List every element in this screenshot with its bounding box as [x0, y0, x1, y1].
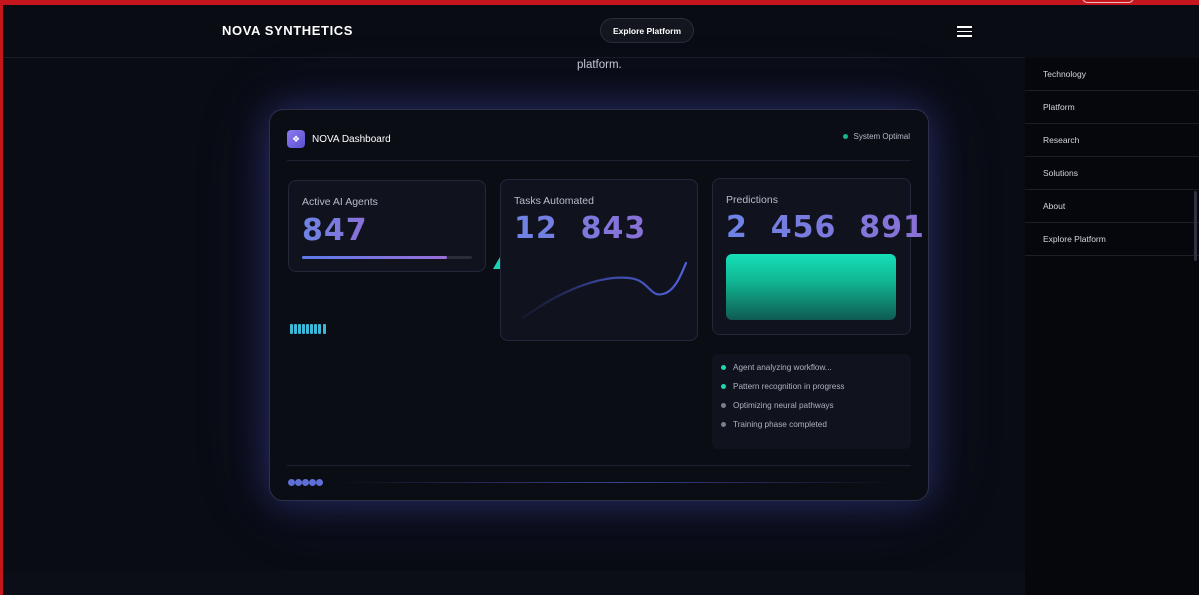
agents-progress-fill: [302, 256, 447, 259]
sparkle-icon: ❖: [287, 130, 305, 148]
list-item: Training phase completed: [721, 420, 827, 429]
page: NOVA SYNTHETICS Explore Platform platfor…: [3, 5, 1199, 595]
status-dot-icon: [842, 134, 848, 139]
agents-progress-bar: [302, 256, 472, 259]
side-menu: Technology Platform Research Solutions A…: [1025, 58, 1199, 595]
predictions-card: Predictions 2 456 891: [712, 178, 924, 335]
activity-label: Agent analyzing workflow...: [733, 363, 832, 372]
activity-label: Optimizing neural pathways: [733, 401, 834, 410]
scrollbar[interactable]: [1194, 191, 1197, 261]
status-label: System Optimal: [853, 132, 910, 141]
inactive-dot-icon: [721, 422, 726, 427]
sidemenu-item-platform[interactable]: Platform: [1025, 91, 1199, 124]
dashboard-title: NOVA Dashboard: [312, 134, 391, 145]
card-title: Predictions: [726, 194, 778, 206]
brand-logo-text[interactable]: NOVA SYNTHETICS: [222, 23, 354, 38]
active-dot-icon: [721, 365, 726, 370]
tasks-automated-card: Tasks Automated 12 843: [500, 179, 698, 341]
hamburger-icon[interactable]: [957, 26, 972, 37]
active-agents-card: Active AI Agents 847: [288, 180, 486, 272]
tasks-automated-value: 12 843: [514, 211, 647, 246]
card-title: Active AI Agents: [302, 196, 378, 208]
card-title: Tasks Automated: [514, 195, 594, 207]
tasks-trend-line: [521, 261, 688, 320]
sidemenu-item-about[interactable]: About: [1025, 190, 1199, 223]
sidemenu-item-technology[interactable]: Technology: [1025, 58, 1199, 91]
hero-text-tail: platform.: [577, 59, 622, 71]
active-agents-value: 847: [302, 213, 368, 248]
sidemenu-item-solutions[interactable]: Solutions: [1025, 157, 1199, 190]
footer-glow-line: [338, 482, 898, 483]
list-item: Pattern recognition in progress: [721, 382, 845, 391]
list-item: Agent analyzing workflow...: [721, 363, 832, 372]
footer-divider: [287, 465, 911, 466]
activity-list: Agent analyzing workflow... Pattern reco…: [712, 354, 911, 449]
header-divider: [287, 160, 911, 161]
inactive-dot-icon: [721, 403, 726, 408]
sidemenu-item-explore-platform[interactable]: Explore Platform: [1025, 223, 1199, 256]
list-item: Optimizing neural pathways: [721, 401, 834, 410]
predictions-visual-block: [726, 254, 896, 320]
browser-top-bar: [0, 0, 1199, 5]
site-header: NOVA SYNTHETICS Explore Platform: [3, 5, 1025, 58]
page-bottom-section: [3, 571, 1025, 595]
dashboard-panel: ❖ NOVA Dashboard System Optimal Active A…: [269, 109, 929, 501]
predictions-value: 2 456 891: [726, 210, 925, 245]
system-status: System Optimal: [842, 132, 910, 141]
sidemenu-item-research[interactable]: Research: [1025, 124, 1199, 157]
browser-tab-pill[interactable]: [1082, 0, 1134, 3]
active-dot-icon: [721, 384, 726, 389]
explore-platform-button[interactable]: Explore Platform: [600, 18, 694, 43]
activity-label: Pattern recognition in progress: [733, 382, 845, 391]
mini-bars-icon: [290, 324, 330, 334]
activity-label: Training phase completed: [733, 420, 827, 429]
loading-dots-icon: [288, 479, 328, 486]
